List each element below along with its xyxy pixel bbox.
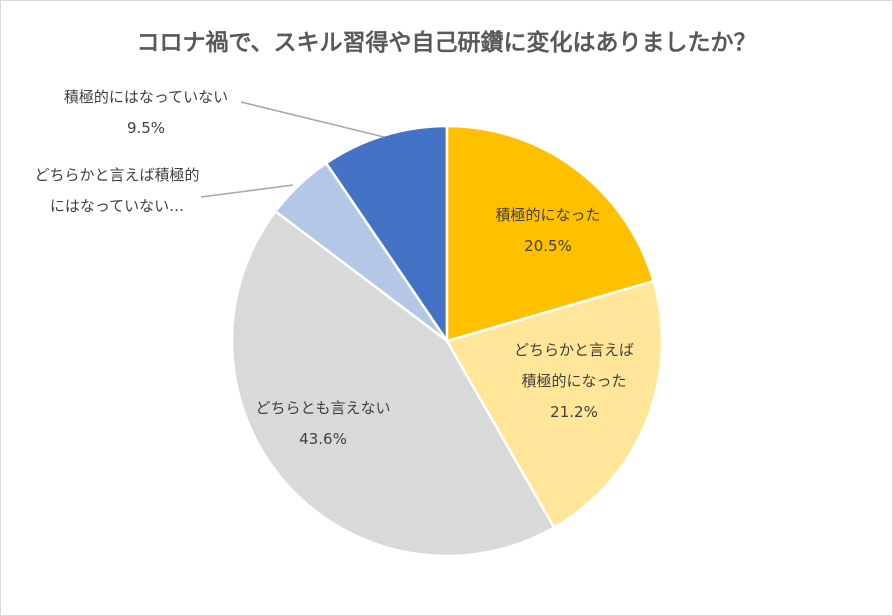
- slice-value: 9.5%: [126, 119, 166, 137]
- slice-name: どちらかと言えば積極的: [34, 166, 200, 184]
- slice-name: 積極的になった: [495, 206, 601, 224]
- slice-label-3: どちらとも言えない 43.6%: [255, 393, 390, 455]
- slice-value: 43.6%: [299, 430, 347, 448]
- slice-label-1: 積極的になった 20.5%: [495, 200, 600, 262]
- slice-label-5: 積極的にはなっていない 9.5%: [64, 82, 228, 144]
- slice-name: どちらとも言えない: [255, 399, 391, 417]
- slice-name: 積極的にはなっていない: [63, 88, 229, 106]
- chart-title: コロナ禍で、スキル習得や自己研鑽に変化はありましたか？: [136, 30, 757, 56]
- pie-slice-5: [324, 124, 449, 346]
- pie-slice-1: [445, 124, 656, 343]
- slice-value: 20.5%: [524, 237, 572, 255]
- slice-label-2: どちらかと言えば 積極的になった 21.2%: [514, 335, 634, 428]
- leader-line-slice-5: [240, 101, 385, 138]
- slice-label-4: どちらかと言えば積極的 にはなっていない…: [34, 160, 199, 222]
- pie-slice-2: [445, 279, 664, 530]
- slice-name: 積極的になった: [521, 372, 627, 390]
- pie-slice-3: [230, 209, 556, 558]
- slice-name: にはなっていない…: [49, 197, 185, 215]
- slice-name: どちらかと言えば: [513, 341, 635, 359]
- leader-line-slice-4: [200, 184, 294, 198]
- slice-value: 21.2%: [550, 403, 598, 421]
